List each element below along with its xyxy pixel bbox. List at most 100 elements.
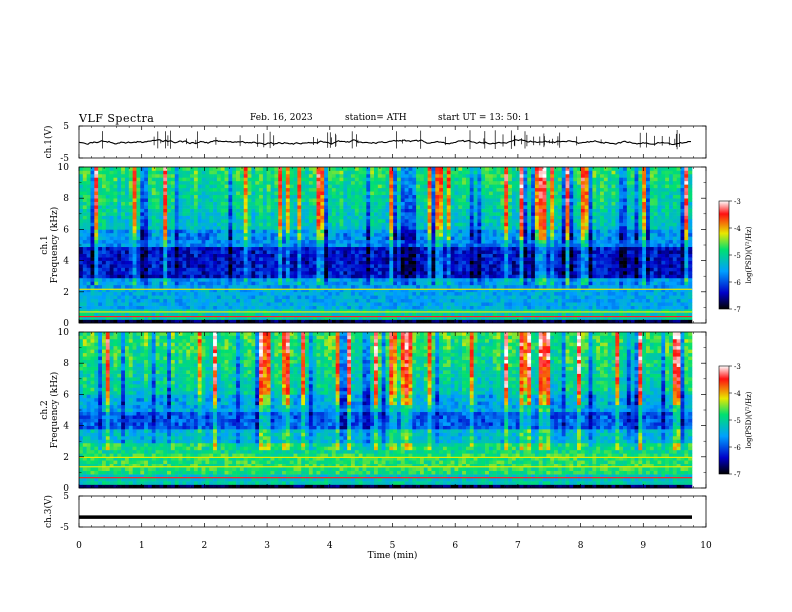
spectrogram-cell: [351, 243, 356, 248]
spectrogram-cell: [481, 194, 486, 199]
spectrogram-cell: [431, 267, 436, 272]
spectrogram-cell: [492, 309, 497, 313]
spectrogram-cell: [289, 205, 294, 209]
spectrogram-cell: [124, 264, 130, 268]
spectrogram-cell: [485, 239, 490, 244]
spectrogram-cell: [305, 239, 310, 244]
spectrogram-cell: [236, 232, 241, 237]
spectrogram-cell: [328, 274, 333, 279]
spectrogram-cell: [197, 184, 202, 189]
spectrogram-cell: [178, 277, 183, 282]
spectrogram-cell: [454, 167, 459, 171]
spectrogram-cell: [117, 215, 122, 220]
spectrogram-cell: [82, 284, 87, 289]
spectrogram-cell: [400, 236, 405, 241]
spectrogram-cell: [408, 187, 413, 192]
spectrogram-cell: [201, 298, 206, 303]
spectrogram-cell: [416, 277, 421, 282]
spectrogram-cell: [488, 243, 494, 248]
spectrogram-cell: [500, 264, 505, 268]
spectrogram-cell: [431, 198, 436, 202]
spectrogram-cell: [105, 212, 110, 216]
spectrogram-cell: [454, 229, 459, 234]
spectrogram-cell: [339, 277, 344, 282]
spectrogram-cell: [423, 167, 428, 171]
spectrogram-cell: [301, 187, 306, 192]
spectrogram-cell: [247, 316, 252, 320]
spectrogram-cell: [293, 187, 298, 192]
spectrogram-cell: [262, 257, 268, 261]
spectrogram-cell: [124, 170, 130, 175]
spectrogram-cell: [396, 295, 402, 300]
spectrogram-cell: [305, 229, 310, 234]
spectrogram-cell: [121, 208, 126, 213]
spectrogram-cell: [408, 274, 413, 279]
spectrogram-cell: [305, 170, 310, 175]
spectrogram-cell: [274, 312, 279, 317]
spectrogram-cell: [213, 319, 218, 324]
spectrogram-cell: [224, 257, 229, 261]
spectrogram-cell: [320, 173, 325, 178]
spectrogram-cell: [228, 177, 233, 182]
spectrogram-cell: [381, 167, 386, 171]
spectrogram-cell: [374, 305, 379, 310]
spectrogram-cell: [412, 260, 417, 265]
spectrogram-cell: [163, 302, 168, 306]
spectrogram-cell: [94, 246, 99, 251]
spectrogram-cell: [124, 319, 130, 324]
spectrogram-cell: [178, 170, 183, 175]
spectrogram-cell: [374, 295, 379, 300]
spectrogram-cell: [335, 198, 340, 202]
spectrogram-cell: [465, 267, 471, 272]
spectrogram-cell: [232, 281, 237, 286]
spectrogram-cell: [79, 222, 84, 227]
spectrogram-cell: [442, 236, 448, 241]
spectrogram-cell: [343, 232, 348, 237]
spectrogram-cell: [232, 229, 237, 234]
spectrogram-cell: [285, 232, 291, 237]
spectrogram-cell: [193, 253, 199, 258]
spectrogram-cell: [278, 288, 283, 293]
spectrogram-cell: [220, 225, 225, 230]
spectrogram-cell: [178, 319, 183, 324]
spectrogram-cell: [94, 232, 99, 237]
spectrogram-cell: [174, 277, 179, 282]
spectrogram-cell: [416, 271, 421, 275]
spectrogram-cell: [439, 253, 444, 258]
spectrogram-cell: [328, 305, 333, 310]
spectrogram-cell: [435, 229, 440, 234]
spectrogram-cell: [170, 295, 176, 300]
spectrogram-cell: [492, 215, 497, 220]
spectrogram-cell: [439, 194, 444, 199]
spectrogram-cell: [485, 243, 490, 248]
spectrogram-cell: [473, 284, 478, 289]
spectrogram-cell: [431, 219, 436, 223]
spectrogram-cell: [147, 184, 153, 189]
spectrogram-cell: [105, 232, 110, 237]
spectrogram-cell: [496, 257, 501, 261]
spectrogram-cell: [170, 298, 176, 303]
spectrogram-cell: [232, 201, 237, 206]
spectrogram-cell: [86, 288, 91, 293]
spectrogram-cell: [128, 271, 133, 275]
spectrogram-cell: [301, 177, 306, 182]
spectrogram-cell: [316, 274, 321, 279]
spectrogram-cell: [167, 236, 172, 241]
spectrogram-cell: [343, 267, 348, 272]
spectrogram-cell: [366, 187, 371, 192]
spectrogram-cell: [255, 229, 260, 234]
spectrogram-cell: [320, 215, 325, 220]
spectrogram-cell: [167, 180, 172, 185]
spectrogram-cell: [101, 215, 107, 220]
spectrogram-cell: [197, 222, 202, 227]
spectrogram-cell: [293, 274, 298, 279]
spectrogram-cell: [465, 250, 471, 254]
spectrogram-cell: [79, 236, 84, 241]
spectrogram-cell: [193, 180, 199, 185]
spectrogram-cell: [485, 222, 490, 227]
spectrogram-cell: [163, 219, 168, 223]
spectrogram-cell: [427, 253, 432, 258]
spectrogram-cell: [343, 191, 348, 196]
spectrogram-cell: [224, 243, 229, 248]
spectrogram-cell: [485, 309, 490, 313]
